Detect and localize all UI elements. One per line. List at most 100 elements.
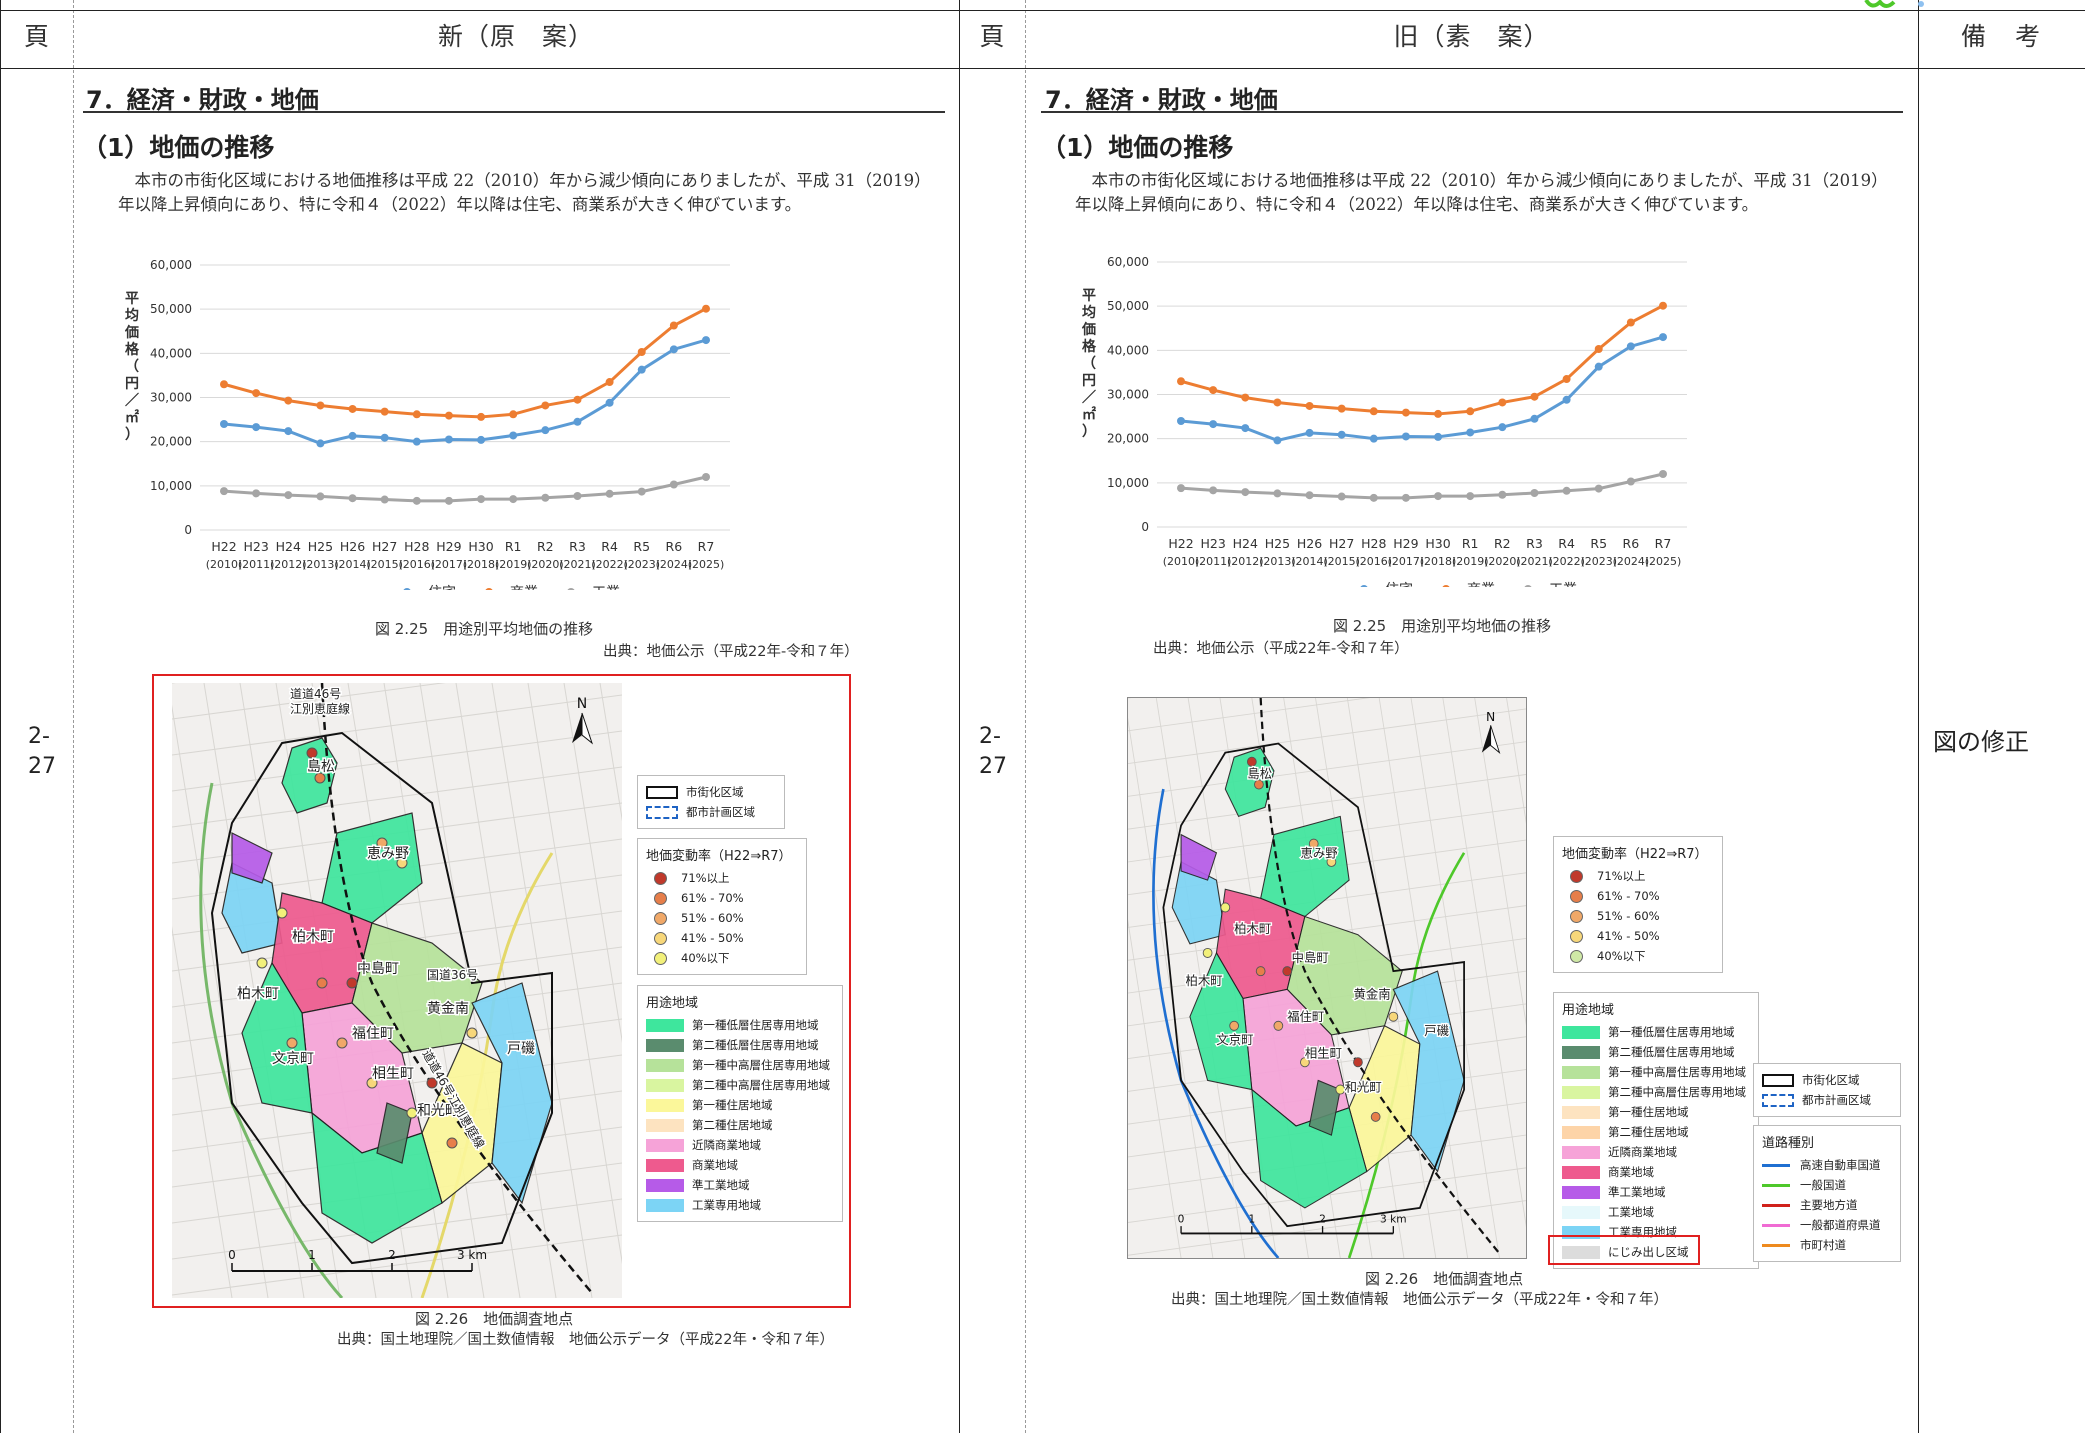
x-tick-label: R6 bbox=[1623, 536, 1640, 551]
zone-swatch bbox=[1562, 1065, 1600, 1079]
series-line-住宅 bbox=[223, 338, 707, 445]
section-title-old: 7．経済・財政・地価 bbox=[1045, 86, 1278, 114]
zone-swatch bbox=[646, 1198, 684, 1212]
rate-point bbox=[1229, 1020, 1239, 1031]
data-point bbox=[348, 494, 357, 503]
data-point bbox=[1401, 408, 1410, 417]
legend-planning-area: 都市計画区域 bbox=[686, 805, 755, 819]
street-line bbox=[1128, 708, 1526, 765]
legend-zone-item: にじみ出し区域 bbox=[1562, 1242, 1750, 1262]
header-page: 頁 bbox=[23, 22, 49, 51]
rate-point bbox=[1300, 1057, 1310, 1068]
rate-point bbox=[1246, 756, 1257, 767]
legend-label: 工業 bbox=[1549, 582, 1577, 587]
data-point bbox=[1305, 491, 1314, 500]
label-shimamatsu: 島松 bbox=[307, 759, 335, 775]
y-axis-label-char: 均 bbox=[125, 307, 139, 324]
legend-road-item: 主要地方道 bbox=[1762, 1195, 1892, 1215]
road-swatch bbox=[1762, 1243, 1790, 1247]
rate-point bbox=[1220, 902, 1231, 913]
legend-zone-item: 商業地域 bbox=[646, 1155, 834, 1175]
legend-zone-label: 第二種住居地域 bbox=[692, 1118, 773, 1132]
data-point bbox=[509, 431, 518, 440]
x-tick-year-label: (2025) bbox=[1645, 555, 1682, 568]
land-price-map-old: 島松 恵み野 柏木町 中島町 柏木町 黄金南 福住町 文京町 相生町 和光町 戸磯 N 0 1 2 3 km bbox=[1127, 697, 1527, 1259]
legend-rate-label: 51% - 60% bbox=[681, 911, 744, 925]
x-tick-year-label: (2011) bbox=[238, 558, 275, 571]
fig25-source-new: 出典：地価公示（平成22年-令和７年） bbox=[603, 644, 859, 660]
x-tick-year-label: (2018) bbox=[1420, 555, 1457, 568]
corner-decoration-icon bbox=[1864, 0, 1924, 8]
label-route36: 国道36号 bbox=[427, 968, 478, 982]
x-tick-year-label: (2019) bbox=[495, 558, 532, 571]
legend-zone-label: 近隣商業地域 bbox=[692, 1138, 761, 1152]
zone-swatch bbox=[1562, 1145, 1600, 1159]
railway-line bbox=[1259, 698, 1501, 1255]
data-point bbox=[1273, 436, 1282, 445]
x-tick-year-label: (2012) bbox=[1227, 555, 1264, 568]
rate-point bbox=[466, 1027, 478, 1039]
legend-rate-title: 地価変動率（H22⇒R7） bbox=[646, 849, 792, 864]
rate-point bbox=[1353, 1057, 1363, 1068]
legend-zone-label: 第二種中高層住居専用地域 bbox=[692, 1078, 830, 1092]
y-axis-label: 平均価格（円／㎡） bbox=[124, 291, 140, 443]
street-line bbox=[1128, 717, 1214, 1258]
data-point bbox=[605, 489, 614, 498]
rate-dot-icon bbox=[654, 951, 667, 965]
street-line bbox=[1128, 741, 1526, 797]
label-kashiwagi-cho: 柏木町 bbox=[1234, 921, 1272, 936]
y-axis-label-char: 価 bbox=[1081, 321, 1096, 338]
y-axis-label-char: （ bbox=[1082, 356, 1096, 372]
zone-swatch bbox=[646, 1078, 684, 1092]
x-tick-label: R1 bbox=[1462, 536, 1479, 551]
zone-megumino bbox=[321, 812, 423, 924]
legend-label: 住宅 bbox=[428, 585, 456, 590]
street-line bbox=[1155, 698, 1246, 1258]
legend-zone-label: 商業地域 bbox=[1608, 1165, 1654, 1179]
zone-swatch bbox=[1562, 1125, 1600, 1139]
label-route46-line: 江別恵庭線 bbox=[290, 701, 350, 716]
legend-zone-label: 近隣商業地域 bbox=[1608, 1145, 1677, 1159]
data-point bbox=[1434, 432, 1443, 441]
data-point bbox=[1626, 318, 1635, 327]
data-point bbox=[669, 480, 678, 489]
data-point bbox=[444, 435, 453, 444]
x-tick-label: H27 bbox=[372, 539, 397, 554]
scale-label: 2 bbox=[388, 1248, 396, 1262]
data-point bbox=[605, 398, 614, 407]
data-point bbox=[252, 389, 261, 398]
street-line bbox=[1128, 774, 1526, 830]
x-tick-year-label: (2016) bbox=[399, 558, 436, 571]
x-tick-label: R5 bbox=[1590, 536, 1607, 551]
data-point bbox=[1594, 345, 1603, 354]
data-point bbox=[380, 495, 389, 504]
street-line bbox=[1128, 919, 1182, 1258]
scale-label: 3 km bbox=[457, 1248, 487, 1262]
header-remarks: 備 考 bbox=[1960, 22, 2042, 51]
street-line bbox=[172, 1234, 622, 1296]
data-point bbox=[1434, 409, 1443, 418]
map-frame-new bbox=[152, 674, 851, 1308]
data-point bbox=[573, 395, 582, 404]
data-point bbox=[1626, 477, 1635, 486]
legend-rate-item: 61% - 70% bbox=[646, 888, 798, 908]
border-col-new bbox=[959, 0, 961, 1433]
x-tick-year-label: (2016) bbox=[1356, 555, 1393, 568]
legend-road-title: 道路種別 bbox=[1762, 1136, 1815, 1151]
y-tick-label: 50,000 bbox=[150, 302, 192, 316]
data-point bbox=[1401, 432, 1410, 441]
legend-zone-item: 第二種住居地域 bbox=[646, 1115, 834, 1135]
scale-label: 0 bbox=[228, 1248, 236, 1262]
urban-area-swatch bbox=[646, 785, 678, 799]
x-tick-label: R7 bbox=[698, 539, 715, 554]
rate-point bbox=[336, 1037, 348, 1049]
data-point bbox=[1466, 407, 1475, 416]
y-tick-label: 10,000 bbox=[1107, 476, 1149, 490]
data-point bbox=[1626, 342, 1635, 351]
label-inazumi-cho: 福住町 bbox=[1287, 1009, 1325, 1024]
rate-point bbox=[1370, 1111, 1381, 1122]
label-wako-cho: 和光町 bbox=[1345, 1079, 1383, 1094]
label-toiso: 戸磯 bbox=[1424, 1023, 1449, 1038]
rate-point bbox=[316, 977, 328, 989]
zone-swatch bbox=[1562, 1185, 1600, 1199]
